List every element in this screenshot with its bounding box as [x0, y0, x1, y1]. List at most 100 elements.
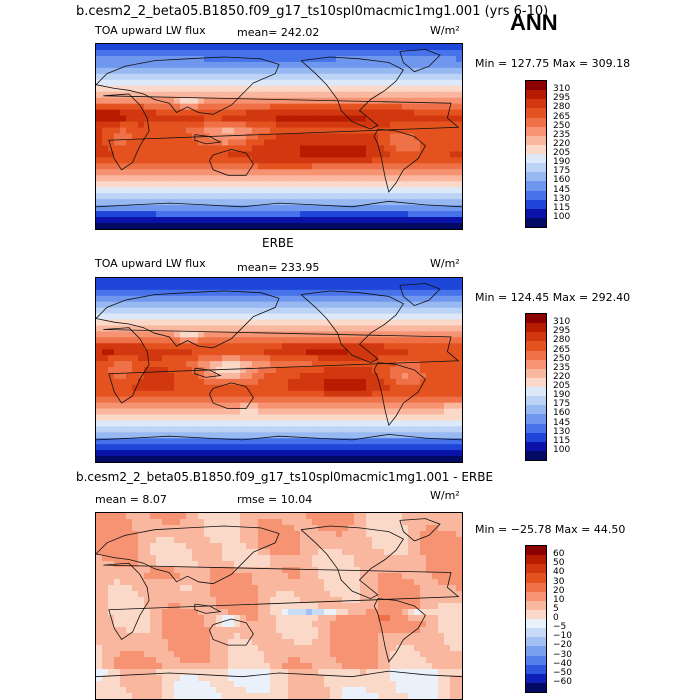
field-cell	[294, 121, 301, 129]
field-cell	[198, 444, 205, 451]
field-cell	[450, 355, 457, 362]
field-cell	[96, 519, 103, 526]
field-cell	[138, 223, 145, 229]
field-cell	[240, 331, 247, 338]
field-cell	[126, 151, 133, 158]
field-cell	[246, 139, 253, 147]
field-cell	[108, 49, 115, 57]
field-cell	[384, 307, 391, 315]
field-cell	[372, 61, 379, 69]
field-cell	[300, 67, 307, 75]
field-cell	[336, 91, 343, 99]
field-cell	[228, 444, 235, 451]
field-cell	[342, 295, 349, 303]
field-cell	[444, 420, 451, 427]
field-cell	[438, 319, 445, 327]
field-cell	[222, 531, 229, 538]
field-cell	[252, 157, 259, 164]
field-cell	[324, 79, 331, 87]
field-cell	[222, 217, 229, 224]
field-cell	[126, 121, 133, 129]
field-cell	[306, 127, 313, 135]
field-cell	[120, 603, 127, 610]
field-cell	[306, 278, 313, 285]
field-cell	[384, 597, 391, 604]
field-cell	[252, 609, 259, 616]
colorbar-swatch	[526, 341, 546, 351]
field-cell	[282, 573, 289, 580]
field-cell	[438, 456, 445, 462]
field-cell	[306, 420, 313, 427]
field-cell	[438, 145, 445, 153]
field-cell	[126, 217, 133, 224]
field-cell	[336, 561, 343, 568]
field-cell	[132, 331, 139, 338]
field-cell	[318, 537, 325, 544]
field-cell	[150, 79, 157, 87]
field-cell	[276, 278, 283, 285]
field-cell	[120, 205, 127, 212]
field-cell	[312, 205, 319, 212]
field-cell	[168, 67, 175, 75]
field-cell	[420, 337, 427, 344]
field-cell	[342, 438, 349, 445]
field-cell	[114, 205, 121, 212]
field-cell	[288, 438, 295, 445]
field-cell	[288, 325, 295, 333]
field-cell	[204, 49, 211, 57]
colorbar-swatch	[526, 144, 546, 154]
field-cell	[150, 187, 157, 194]
field-cell	[282, 361, 289, 368]
field-cell	[318, 223, 325, 229]
field-cell	[354, 205, 361, 212]
field-cell	[336, 44, 343, 51]
field-cell	[378, 211, 385, 218]
field-cell	[294, 396, 301, 404]
field-cell	[192, 549, 199, 556]
field-cell	[294, 355, 301, 362]
field-cell	[342, 609, 349, 616]
field-cell	[318, 615, 325, 622]
field-cell	[336, 61, 343, 69]
field-cell	[198, 450, 205, 457]
field-cell	[330, 525, 337, 532]
field-cell	[306, 609, 313, 616]
field-cell	[450, 349, 457, 356]
field-cell	[282, 278, 289, 285]
field-cell	[348, 402, 355, 410]
field-cell	[264, 55, 271, 63]
field-cell	[210, 325, 217, 333]
field-cell	[150, 121, 157, 129]
field-cell	[402, 456, 409, 462]
field-cell	[180, 223, 187, 229]
field-cell	[186, 609, 193, 616]
field-cell	[402, 396, 409, 404]
field-cell	[348, 372, 355, 380]
field-cell	[204, 549, 211, 556]
field-cell	[192, 151, 199, 158]
field-cell	[366, 414, 373, 422]
field-cell	[234, 537, 241, 544]
field-cell	[126, 420, 133, 427]
field-cell	[96, 79, 103, 87]
field-cell	[132, 390, 139, 398]
field-cell	[126, 384, 133, 392]
field-cell	[372, 115, 379, 123]
field-cell	[318, 444, 325, 451]
field-cell	[210, 163, 217, 170]
field-cell	[426, 79, 433, 87]
field-cell	[318, 97, 325, 105]
field-cell	[408, 432, 415, 439]
field-cell	[276, 55, 283, 63]
field-cell	[288, 426, 295, 433]
field-cell	[342, 205, 349, 212]
field-cell	[198, 531, 205, 538]
field-cell	[264, 567, 271, 574]
field-cell	[102, 349, 109, 356]
field-cell	[288, 44, 295, 51]
field-cell	[456, 355, 462, 362]
field-cell	[426, 573, 433, 580]
field-cell	[336, 169, 343, 176]
field-cell	[414, 307, 421, 315]
field-cell	[342, 525, 349, 532]
